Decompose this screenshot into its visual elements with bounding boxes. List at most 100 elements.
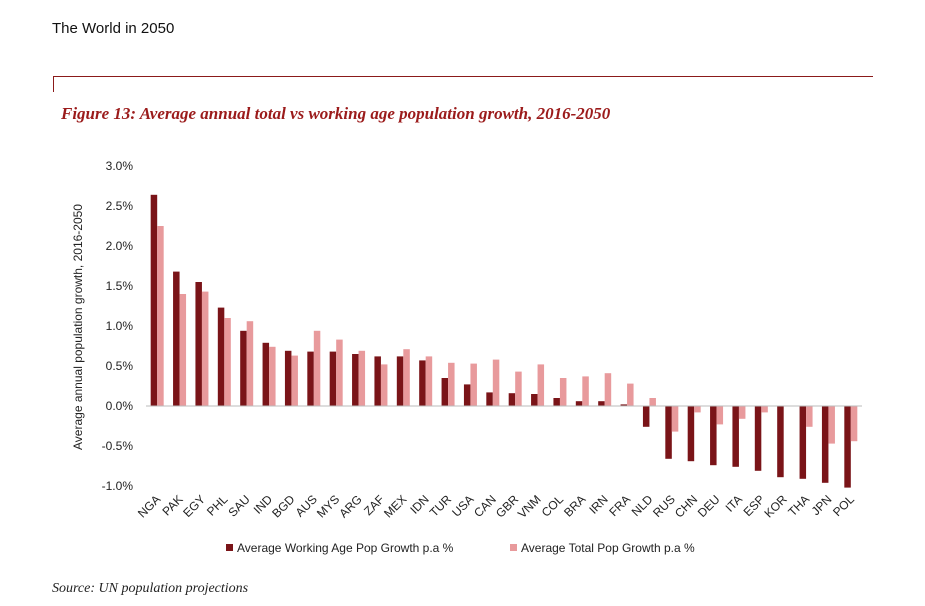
x-tick-label: MYS bbox=[314, 492, 342, 520]
y-tick-label: -1.0% bbox=[102, 479, 134, 493]
bar-total-pop bbox=[470, 363, 477, 406]
bar-working-age bbox=[687, 406, 695, 462]
bar-working-age bbox=[262, 342, 270, 406]
x-tick-label: ZAF bbox=[361, 492, 387, 518]
y-tick-label: 1.5% bbox=[106, 279, 134, 293]
title-rule-tick bbox=[53, 76, 54, 92]
bar-total-pop bbox=[559, 378, 567, 406]
bar-total-pop bbox=[761, 406, 768, 413]
bar-working-age bbox=[419, 360, 426, 406]
x-tick-label: THA bbox=[785, 492, 812, 519]
x-tick-label: MEX bbox=[381, 492, 409, 520]
bar-working-age bbox=[374, 356, 381, 406]
x-tick-label: EGY bbox=[180, 492, 208, 520]
y-tick-label: 2.0% bbox=[106, 239, 134, 253]
bar-total-pop bbox=[537, 364, 545, 406]
bar-total-pop bbox=[179, 294, 187, 406]
y-tick-label: 0.5% bbox=[106, 359, 134, 373]
bar-working-age bbox=[710, 406, 717, 466]
bar-total-pop bbox=[492, 359, 500, 406]
x-tick-label: CHN bbox=[672, 492, 700, 520]
bar-total-pop bbox=[336, 339, 343, 406]
x-tick-label: KOR bbox=[762, 492, 791, 521]
y-tick-label: 2.5% bbox=[106, 199, 134, 213]
bar-total-pop bbox=[515, 371, 522, 406]
x-tick-label: ARG bbox=[336, 492, 364, 520]
x-tick-label: ESP bbox=[741, 492, 768, 519]
bar-working-age bbox=[352, 354, 359, 406]
bar-total-pop bbox=[157, 226, 164, 406]
bar-working-age bbox=[441, 378, 449, 406]
x-tick-label: TUR bbox=[427, 492, 455, 520]
y-axis-ticks: -1.0% -0.5% 0.0% 0.5% 1.0% 1.5% 2.0% 2.5% 3.0% bbox=[102, 159, 134, 493]
x-tick-label: POL bbox=[830, 492, 857, 519]
x-tick-label: COL bbox=[539, 492, 567, 520]
bar-working-age bbox=[799, 406, 807, 479]
x-tick-label: USA bbox=[449, 492, 476, 519]
bar-total-pop bbox=[716, 406, 724, 425]
y-tick-label: 0.0% bbox=[106, 399, 134, 413]
report-header: The World in 2050 bbox=[52, 20, 175, 37]
bar-total-pop bbox=[269, 346, 276, 406]
bar-total-pop bbox=[358, 350, 366, 406]
bar-total-pop bbox=[694, 406, 701, 413]
bar-working-age bbox=[642, 406, 650, 427]
bar-working-age bbox=[508, 393, 516, 406]
bar-total-pop bbox=[604, 373, 612, 406]
x-axis-ticks: NGAPAKEGYPHLSAUINDBGDAUSMYSARGZAFMEXIDNT… bbox=[135, 492, 857, 521]
bar-working-age bbox=[575, 401, 583, 406]
bar-working-age bbox=[598, 401, 605, 406]
legend-label-working: Average Working Age Pop Growth p.a % bbox=[237, 541, 454, 555]
title-rule bbox=[53, 76, 873, 77]
x-tick-label: PHL bbox=[204, 492, 231, 519]
x-tick-label: AUS bbox=[293, 492, 320, 519]
bar-working-age bbox=[150, 194, 158, 406]
bar-working-age bbox=[463, 384, 471, 406]
bar-total-pop bbox=[448, 362, 455, 406]
bar-working-age bbox=[844, 406, 851, 488]
bar-total-pop bbox=[738, 406, 746, 419]
x-tick-label: DEU bbox=[695, 492, 723, 520]
bar-working-age bbox=[553, 398, 560, 406]
bar-working-age bbox=[665, 406, 672, 459]
bar-working-age bbox=[486, 392, 493, 406]
x-tick-label: NLD bbox=[629, 492, 656, 519]
bar-working-age bbox=[173, 271, 180, 406]
y-tick-label: -0.5% bbox=[102, 439, 134, 453]
x-tick-label: BGD bbox=[269, 492, 298, 521]
x-tick-label: JPN bbox=[809, 492, 835, 518]
bar-total-pop bbox=[425, 356, 433, 406]
bar-working-age bbox=[754, 406, 762, 471]
x-tick-label: IRN bbox=[586, 492, 611, 517]
bar-working-age bbox=[240, 330, 247, 406]
x-tick-label: BRA bbox=[561, 492, 588, 519]
bar-total-pop bbox=[291, 355, 298, 406]
bars bbox=[150, 194, 858, 488]
bar-working-age bbox=[821, 406, 829, 483]
legend-swatch-working bbox=[226, 544, 233, 551]
y-axis-label: Average annual population growth, 2016-2… bbox=[71, 204, 85, 450]
y-tick-label: 1.0% bbox=[106, 319, 134, 333]
bar-total-pop bbox=[627, 383, 634, 406]
bar-total-pop bbox=[582, 376, 589, 406]
bar-total-pop bbox=[671, 406, 679, 432]
x-tick-label: FRA bbox=[606, 492, 633, 519]
bar-working-age bbox=[620, 404, 628, 406]
figure-title: Figure 13: Average annual total vs worki… bbox=[61, 104, 611, 123]
bar-working-age bbox=[307, 351, 314, 406]
bar-total-pop bbox=[380, 364, 388, 406]
x-tick-label: IDN bbox=[407, 492, 432, 517]
legend-label-total: Average Total Pop Growth p.a % bbox=[521, 541, 695, 555]
x-tick-label: VNM bbox=[515, 492, 544, 521]
bar-working-age bbox=[777, 406, 784, 478]
bar-working-age bbox=[217, 307, 225, 406]
bar-total-pop bbox=[403, 349, 410, 406]
bar-working-age bbox=[329, 351, 337, 406]
bar-total-pop bbox=[649, 398, 656, 406]
bar-total-pop bbox=[201, 291, 209, 406]
x-tick-label: NGA bbox=[135, 492, 163, 520]
bar-total-pop bbox=[313, 330, 321, 406]
bar-working-age bbox=[195, 282, 202, 406]
bar-working-age bbox=[284, 350, 292, 406]
